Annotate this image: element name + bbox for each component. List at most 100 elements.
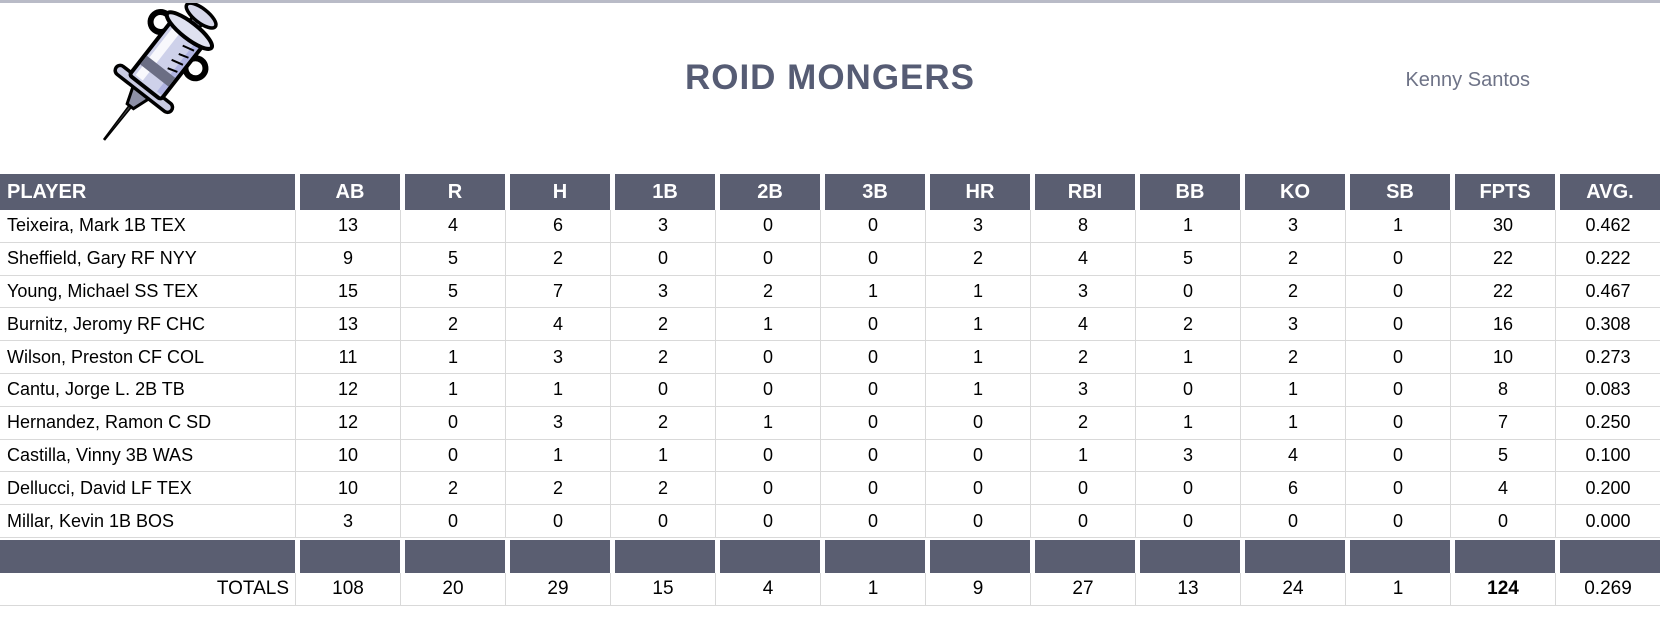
total-cell-r[interactable]: 20 bbox=[400, 572, 505, 606]
total-cell-ab[interactable]: 108 bbox=[295, 572, 400, 606]
stat-cell-1b[interactable]: 0 bbox=[610, 373, 715, 407]
stat-cell-hr[interactable]: 1 bbox=[925, 373, 1030, 407]
stat-cell-sb[interactable]: 0 bbox=[1345, 341, 1450, 374]
stat-cell-fpts[interactable]: 0 bbox=[1450, 505, 1555, 538]
stat-cell-bb[interactable]: 3 bbox=[1135, 439, 1240, 473]
stat-cell-ab[interactable]: 3 bbox=[295, 505, 400, 538]
stat-cell-bb[interactable]: 0 bbox=[1135, 373, 1240, 407]
stat-cell-h[interactable]: 6 bbox=[505, 210, 610, 243]
stat-cell-r[interactable]: 0 bbox=[400, 505, 505, 538]
stat-cell-3b[interactable]: 0 bbox=[820, 308, 925, 342]
column-header-ab[interactable]: AB bbox=[295, 174, 400, 210]
stat-cell-bb[interactable]: 1 bbox=[1135, 210, 1240, 243]
stat-cell-r[interactable]: 2 bbox=[400, 472, 505, 506]
stat-cell-3b[interactable]: 0 bbox=[820, 439, 925, 473]
stat-cell-2b[interactable]: 0 bbox=[715, 505, 820, 538]
stat-cell-ab[interactable]: 15 bbox=[295, 275, 400, 309]
stat-cell-rbi[interactable]: 2 bbox=[1030, 341, 1135, 374]
stat-cell-fpts[interactable]: 5 bbox=[1450, 439, 1555, 473]
stat-cell-ko[interactable]: 3 bbox=[1240, 210, 1345, 243]
stat-cell-ko[interactable]: 1 bbox=[1240, 406, 1345, 440]
stat-cell-fpts[interactable]: 7 bbox=[1450, 406, 1555, 440]
stat-cell-fpts[interactable]: 10 bbox=[1450, 341, 1555, 374]
stat-cell-bb[interactable]: 2 bbox=[1135, 308, 1240, 342]
total-cell-fpts[interactable]: 124 bbox=[1450, 572, 1555, 606]
player-name-cell[interactable]: Teixeira, Mark 1B TEX bbox=[0, 210, 295, 243]
total-cell-bb[interactable]: 13 bbox=[1135, 572, 1240, 606]
stat-cell-hr[interactable]: 1 bbox=[925, 308, 1030, 342]
stat-cell-fpts[interactable]: 30 bbox=[1450, 210, 1555, 243]
stat-cell-sb[interactable]: 1 bbox=[1345, 210, 1450, 243]
stat-cell-3b[interactable]: 0 bbox=[820, 406, 925, 440]
stat-cell-r[interactable]: 5 bbox=[400, 275, 505, 309]
stat-cell-h[interactable]: 0 bbox=[505, 505, 610, 538]
stat-cell-sb[interactable]: 0 bbox=[1345, 242, 1450, 276]
stat-cell-hr[interactable]: 3 bbox=[925, 210, 1030, 243]
stat-cell-sb[interactable]: 0 bbox=[1345, 472, 1450, 506]
column-header-sb[interactable]: SB bbox=[1345, 174, 1450, 210]
stat-cell-hr[interactable]: 1 bbox=[925, 275, 1030, 309]
stat-cell-1b[interactable]: 2 bbox=[610, 406, 715, 440]
total-cell-ko[interactable]: 24 bbox=[1240, 572, 1345, 606]
stat-cell-sb[interactable]: 0 bbox=[1345, 505, 1450, 538]
stat-cell-3b[interactable]: 0 bbox=[820, 210, 925, 243]
stat-cell-fpts[interactable]: 8 bbox=[1450, 373, 1555, 407]
column-header-player[interactable]: PLAYER bbox=[0, 174, 295, 210]
stat-cell-avg[interactable]: 0.222 bbox=[1555, 242, 1660, 276]
column-header-r[interactable]: R bbox=[400, 174, 505, 210]
column-header-h[interactable]: H bbox=[505, 174, 610, 210]
stat-cell-h[interactable]: 2 bbox=[505, 242, 610, 276]
stat-cell-ko[interactable]: 6 bbox=[1240, 472, 1345, 506]
stat-cell-ko[interactable]: 2 bbox=[1240, 242, 1345, 276]
stat-cell-h[interactable]: 7 bbox=[505, 275, 610, 309]
stat-cell-ko[interactable]: 4 bbox=[1240, 439, 1345, 473]
total-cell-2b[interactable]: 4 bbox=[715, 572, 820, 606]
stat-cell-r[interactable]: 2 bbox=[400, 308, 505, 342]
player-name-cell[interactable]: Wilson, Preston CF COL bbox=[0, 341, 295, 374]
total-cell-3b[interactable]: 1 bbox=[820, 572, 925, 606]
stat-cell-avg[interactable]: 0.308 bbox=[1555, 308, 1660, 342]
stat-cell-r[interactable]: 0 bbox=[400, 439, 505, 473]
stat-cell-1b[interactable]: 3 bbox=[610, 275, 715, 309]
column-header-fpts[interactable]: FPTS bbox=[1450, 174, 1555, 210]
stat-cell-2b[interactable]: 0 bbox=[715, 373, 820, 407]
stat-cell-h[interactable]: 1 bbox=[505, 439, 610, 473]
total-cell-avg[interactable]: 0.269 bbox=[1555, 572, 1660, 606]
stat-cell-ko[interactable]: 0 bbox=[1240, 505, 1345, 538]
stat-cell-rbi[interactable]: 4 bbox=[1030, 308, 1135, 342]
stat-cell-sb[interactable]: 0 bbox=[1345, 373, 1450, 407]
stat-cell-ab[interactable]: 13 bbox=[295, 210, 400, 243]
stat-cell-fpts[interactable]: 22 bbox=[1450, 242, 1555, 276]
player-name-cell[interactable]: Sheffield, Gary RF NYY bbox=[0, 242, 295, 276]
player-name-cell[interactable]: Burnitz, Jeromy RF CHC bbox=[0, 308, 295, 342]
stat-cell-3b[interactable]: 0 bbox=[820, 242, 925, 276]
stat-cell-ab[interactable]: 12 bbox=[295, 373, 400, 407]
stat-cell-avg[interactable]: 0.100 bbox=[1555, 439, 1660, 473]
stat-cell-3b[interactable]: 0 bbox=[820, 472, 925, 506]
stat-cell-avg[interactable]: 0.083 bbox=[1555, 373, 1660, 407]
stat-cell-2b[interactable]: 0 bbox=[715, 439, 820, 473]
total-cell-rbi[interactable]: 27 bbox=[1030, 572, 1135, 606]
stat-cell-ko[interactable]: 2 bbox=[1240, 341, 1345, 374]
stat-cell-hr[interactable]: 0 bbox=[925, 406, 1030, 440]
stat-cell-h[interactable]: 3 bbox=[505, 341, 610, 374]
stat-cell-2b[interactable]: 0 bbox=[715, 242, 820, 276]
column-header-2b[interactable]: 2B bbox=[715, 174, 820, 210]
player-name-cell[interactable]: Millar, Kevin 1B BOS bbox=[0, 505, 295, 538]
stat-cell-sb[interactable]: 0 bbox=[1345, 308, 1450, 342]
total-cell-hr[interactable]: 9 bbox=[925, 572, 1030, 606]
stat-cell-3b[interactable]: 0 bbox=[820, 505, 925, 538]
total-cell-sb[interactable]: 1 bbox=[1345, 572, 1450, 606]
stat-cell-3b[interactable]: 0 bbox=[820, 341, 925, 374]
stat-cell-bb[interactable]: 1 bbox=[1135, 341, 1240, 374]
stat-cell-hr[interactable]: 0 bbox=[925, 505, 1030, 538]
stat-cell-1b[interactable]: 3 bbox=[610, 210, 715, 243]
player-name-cell[interactable]: Cantu, Jorge L. 2B TB bbox=[0, 373, 295, 407]
stat-cell-3b[interactable]: 0 bbox=[820, 373, 925, 407]
column-header-rbi[interactable]: RBI bbox=[1030, 174, 1135, 210]
stat-cell-3b[interactable]: 1 bbox=[820, 275, 925, 309]
stat-cell-h[interactable]: 4 bbox=[505, 308, 610, 342]
stat-cell-r[interactable]: 0 bbox=[400, 406, 505, 440]
stat-cell-2b[interactable]: 0 bbox=[715, 341, 820, 374]
stat-cell-sb[interactable]: 0 bbox=[1345, 275, 1450, 309]
